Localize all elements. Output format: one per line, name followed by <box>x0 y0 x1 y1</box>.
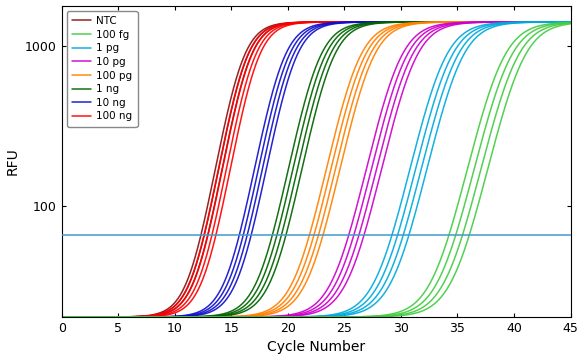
Y-axis label: RFU: RFU <box>6 147 19 175</box>
Legend: NTC, 100 fg, 1 pg, 10 pg, 100 pg, 1 ng, 10 ng, 100 ng: NTC, 100 fg, 1 pg, 10 pg, 100 pg, 1 ng, … <box>67 11 138 127</box>
X-axis label: Cycle Number: Cycle Number <box>267 341 365 355</box>
